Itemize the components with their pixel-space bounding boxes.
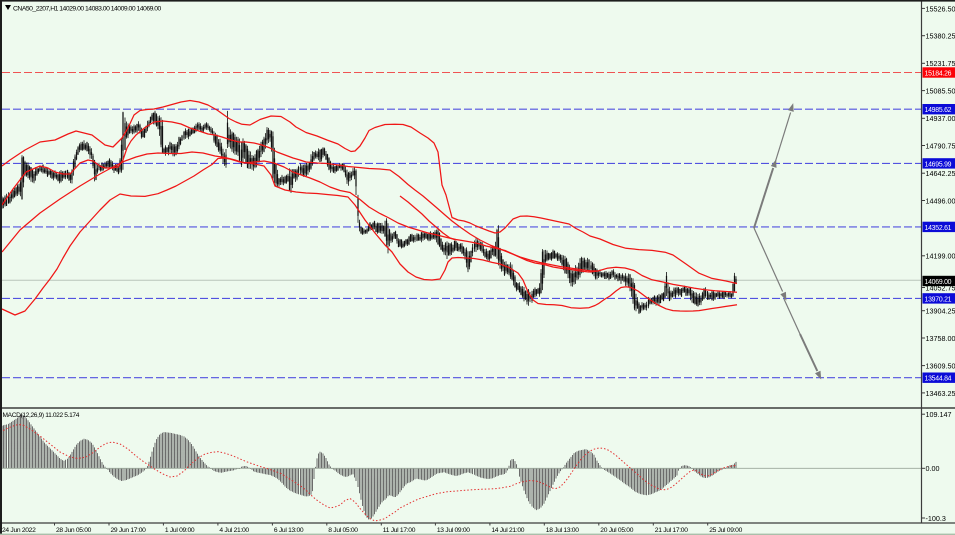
svg-text:CNA50_2207,H1 14029.00 14083.: CNA50_2207,H1 14029.00 14083.00 14009.00…: [13, 5, 162, 12]
svg-text:15085.50: 15085.50: [926, 87, 955, 96]
svg-text:29 Jun 17:00: 29 Jun 17:00: [111, 527, 147, 534]
svg-text:MACD(12,26,9) 11.022 5.174: MACD(12,26,9) 11.022 5.174: [3, 412, 80, 419]
svg-text:13758.00: 13758.00: [926, 334, 955, 343]
svg-text:14199.00: 14199.00: [926, 252, 955, 261]
svg-text:14642.25: 14642.25: [926, 169, 955, 178]
svg-text:15380.25: 15380.25: [926, 32, 955, 41]
svg-text:13609.50: 13609.50: [926, 362, 955, 371]
svg-text:11 Jul 17:00: 11 Jul 17:00: [383, 527, 416, 534]
svg-text:13544.84: 13544.84: [925, 376, 952, 383]
svg-text:20 Jul 05:00: 20 Jul 05:00: [600, 527, 633, 534]
svg-text:6 Jul 13:00: 6 Jul 13:00: [274, 527, 304, 534]
svg-text:13463.25: 13463.25: [926, 389, 955, 398]
svg-text:15231.75: 15231.75: [926, 59, 955, 68]
svg-text:24 Jun 2022: 24 Jun 2022: [2, 527, 36, 534]
svg-text:14069.00: 14069.00: [925, 279, 952, 286]
svg-text:1 Jul 09:00: 1 Jul 09:00: [165, 527, 195, 534]
svg-text:13904.25: 13904.25: [926, 307, 955, 316]
svg-text:14 Jul 21:00: 14 Jul 21:00: [491, 527, 524, 534]
svg-text:14790.75: 14790.75: [926, 141, 955, 150]
svg-text:13970.21: 13970.21: [925, 296, 952, 303]
svg-text:14352.61: 14352.61: [925, 225, 952, 232]
svg-text:109.147: 109.147: [926, 410, 952, 419]
svg-text:14985.62: 14985.62: [925, 107, 952, 114]
svg-text:14695.99: 14695.99: [925, 161, 952, 168]
svg-text:21 Jul 17:00: 21 Jul 17:00: [655, 527, 688, 534]
svg-text:-100.3: -100.3: [926, 514, 946, 523]
svg-text:14052.75: 14052.75: [926, 283, 955, 292]
svg-text:15526.50: 15526.50: [926, 4, 955, 13]
svg-text:14937.00: 14937.00: [926, 114, 955, 123]
svg-text:14496.00: 14496.00: [926, 196, 955, 205]
svg-text:25 Jul 09:00: 25 Jul 09:00: [709, 527, 742, 534]
svg-text:8 Jul 05:00: 8 Jul 05:00: [328, 527, 358, 534]
svg-text:15184.26: 15184.26: [925, 70, 952, 77]
svg-text:13 Jul 09:00: 13 Jul 09:00: [437, 527, 470, 534]
svg-text:18 Jul 13:00: 18 Jul 13:00: [546, 527, 579, 534]
svg-text:28 Jun 05:00: 28 Jun 05:00: [56, 527, 92, 534]
svg-text:4 Jul 21:00: 4 Jul 21:00: [219, 527, 249, 534]
svg-text:0.00: 0.00: [926, 464, 940, 473]
